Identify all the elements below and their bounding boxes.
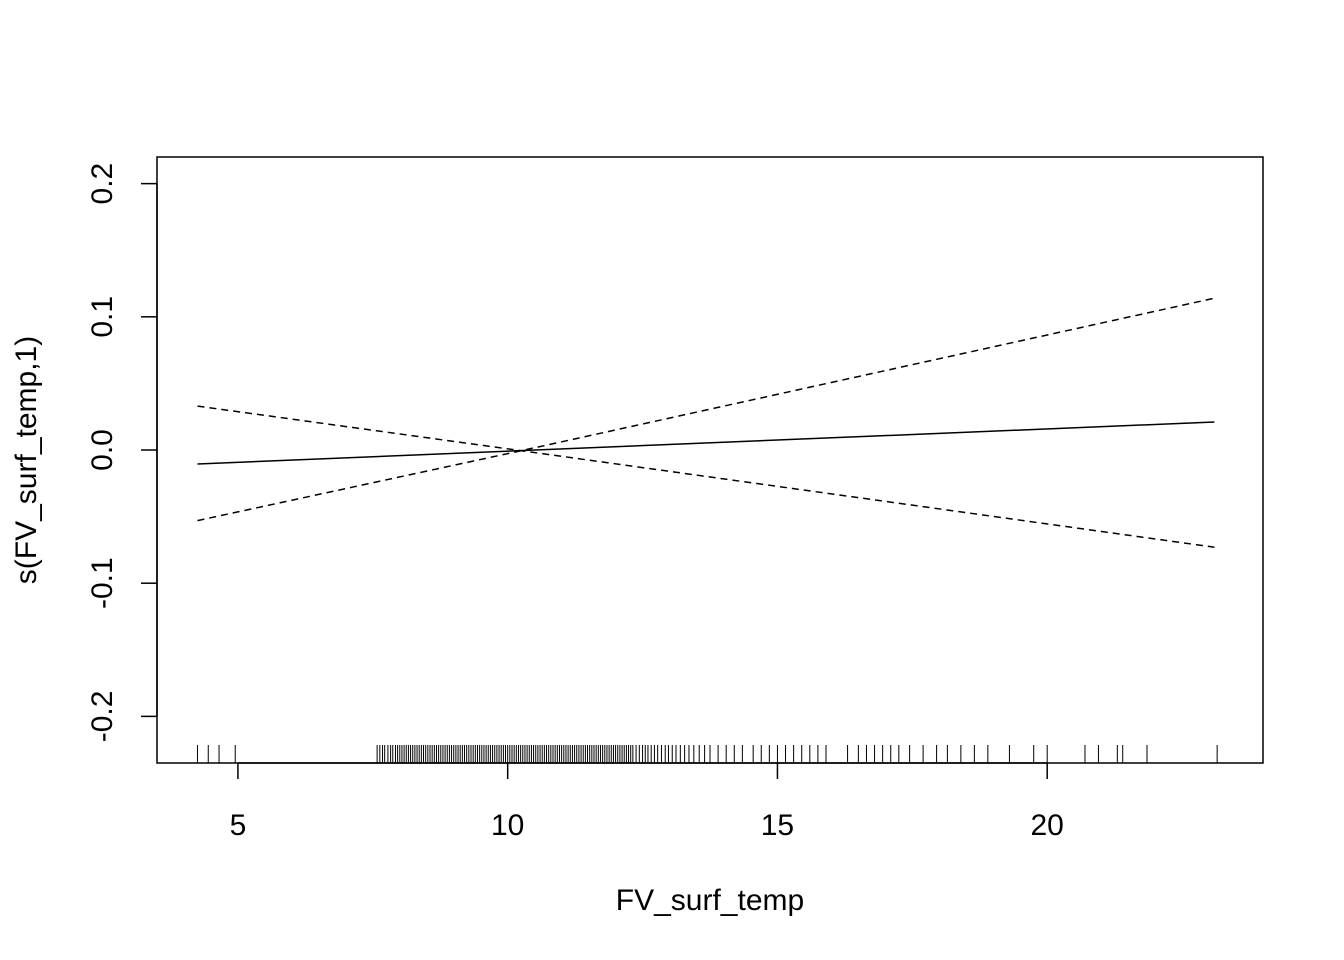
y-tick-label: 0.0 (86, 429, 119, 471)
y-axis-title: s(FV_surf_temp,1) (10, 336, 43, 584)
rug-marks (196, 745, 1218, 763)
series-lines (197, 297, 1215, 548)
y-tick-label: 0.1 (86, 296, 119, 338)
y-tick-label: 0.2 (86, 163, 119, 205)
x-tick-label: 10 (491, 809, 524, 842)
y-tick-label: -0.2 (86, 691, 119, 743)
x-tick-label: 15 (761, 809, 794, 842)
x-axis-title: FV_surf_temp (616, 884, 804, 917)
x-tick-label: 5 (230, 809, 247, 842)
confidence-band-line (197, 297, 1215, 522)
plot-frame (156, 156, 1264, 764)
y-tick-label: -0.1 (86, 557, 119, 609)
x-tick-label: 20 (1031, 809, 1064, 842)
smooth-estimate-line (197, 421, 1215, 465)
confidence-band-line (197, 405, 1215, 548)
